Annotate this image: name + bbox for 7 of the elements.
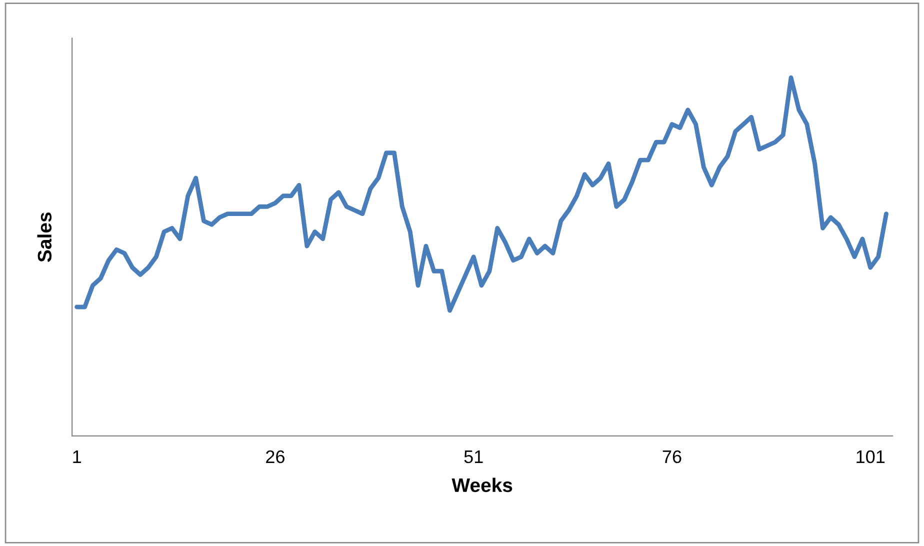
x-tick-label: 101 xyxy=(856,450,885,464)
x-tick-label: 1 xyxy=(73,450,81,463)
x-axis-title: Weeks xyxy=(452,478,512,492)
x-tick-label: 26 xyxy=(266,450,284,464)
y-axis-title: Sales xyxy=(37,212,52,262)
x-tick-label: 76 xyxy=(662,450,682,464)
x-tick-label: 51 xyxy=(464,450,483,464)
